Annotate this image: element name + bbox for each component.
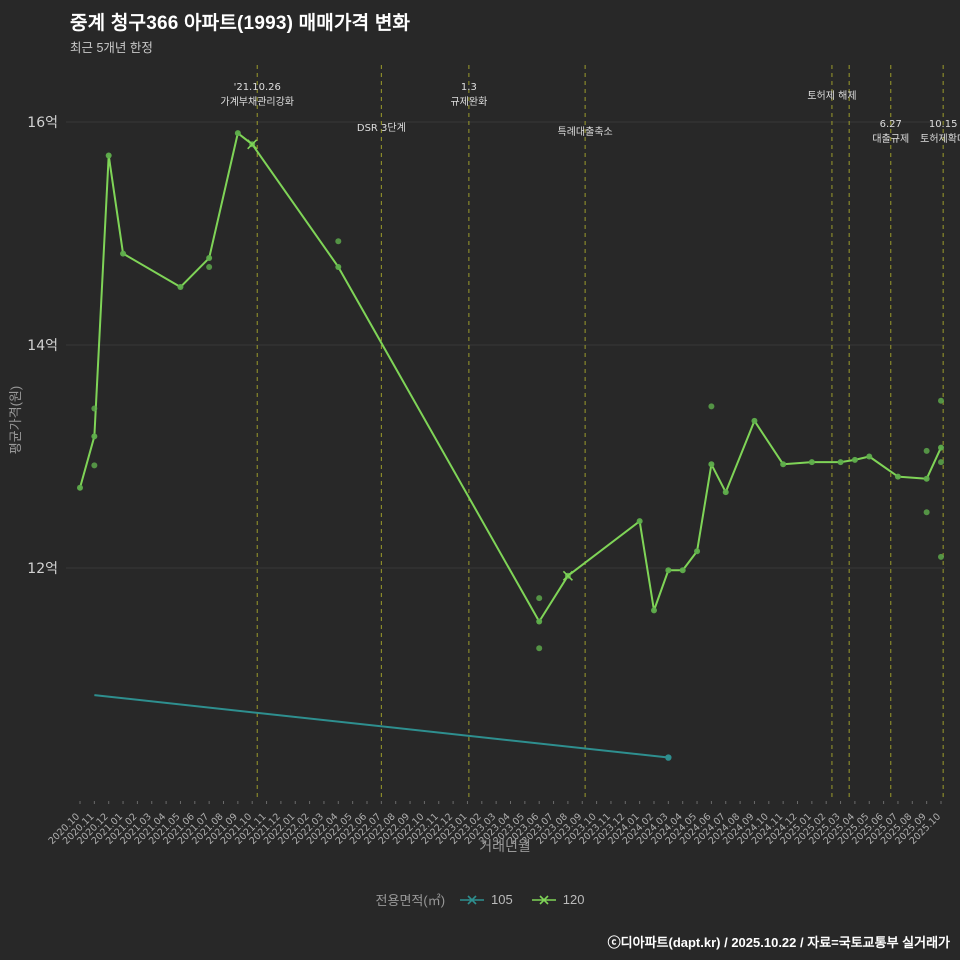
data-point-120 bbox=[923, 475, 930, 482]
data-point-120 bbox=[851, 456, 858, 463]
data-point-120 bbox=[866, 453, 873, 460]
legend: 전용면적(㎡) 105 120 bbox=[0, 890, 960, 909]
data-point-120 bbox=[91, 433, 98, 440]
y-tick-label: 14억 bbox=[27, 338, 58, 354]
event-label: 규제완화 bbox=[450, 96, 487, 108]
event-label: DSR 3단계 bbox=[357, 122, 406, 134]
data-point-120 bbox=[234, 130, 241, 137]
scatter-point-120 bbox=[91, 405, 98, 412]
scatter-point-120 bbox=[708, 403, 715, 410]
x-marker bbox=[562, 570, 573, 581]
data-point-120 bbox=[636, 518, 643, 525]
price-trend-chart: 12억14억16억2020.102020.112020.122021.01202… bbox=[27, 65, 960, 847]
data-point-120 bbox=[120, 250, 127, 257]
x-marker bbox=[247, 139, 258, 150]
event-label: 대출규제 bbox=[872, 133, 909, 145]
legend-entry-120: 120 bbox=[531, 892, 585, 907]
scatter-point-120 bbox=[938, 553, 944, 560]
event-label: 가계부채관리강화 bbox=[220, 96, 294, 108]
legend-entries: 105 120 bbox=[459, 892, 584, 907]
legend-title: 전용면적(㎡) bbox=[375, 893, 446, 908]
event-label: 6.27 bbox=[880, 119, 902, 130]
scatter-point-120 bbox=[91, 462, 98, 469]
data-point-120 bbox=[780, 461, 787, 468]
data-point-120 bbox=[751, 417, 758, 424]
event-label: '21.10.26 bbox=[234, 82, 281, 93]
scatter-point-120 bbox=[536, 595, 543, 602]
data-point-120 bbox=[206, 255, 213, 262]
legend-entry-105: 105 bbox=[459, 892, 513, 907]
event-label: 토허제확대 bbox=[920, 133, 960, 145]
scatter-point-120 bbox=[938, 459, 944, 466]
data-point-120 bbox=[722, 489, 729, 496]
legend-label-105: 105 bbox=[491, 892, 513, 907]
data-point-120 bbox=[808, 459, 815, 466]
y-tick-label: 16억 bbox=[27, 115, 58, 131]
scatter-point-120 bbox=[206, 263, 213, 270]
data-point-105 bbox=[665, 754, 672, 761]
chart-subtitle: 최근 5개년 한정 bbox=[70, 41, 153, 55]
data-point-120 bbox=[77, 484, 83, 491]
legend-marker-105 bbox=[460, 894, 485, 905]
data-point-120 bbox=[665, 567, 672, 574]
x-axis-title: 거래년월 bbox=[479, 838, 531, 854]
data-point-120 bbox=[894, 473, 901, 480]
series-120 bbox=[77, 130, 944, 652]
series-line-105 bbox=[94, 694, 669, 759]
event-label: 10.15 bbox=[929, 119, 958, 130]
scatter-point-120 bbox=[923, 447, 930, 454]
scatter-point-120 bbox=[536, 645, 543, 652]
scatter-point-120 bbox=[335, 238, 342, 245]
series-105 bbox=[94, 694, 672, 761]
data-point-120 bbox=[177, 284, 184, 291]
event-label: 토허제 해제 bbox=[807, 89, 856, 102]
data-point-120 bbox=[536, 618, 543, 625]
data-point-120 bbox=[938, 444, 944, 451]
legend-marker-120 bbox=[531, 894, 556, 905]
y-grid: 12억 14억 16억 bbox=[27, 115, 945, 577]
chart-title: 중계 청구366 아파트(1993) 매매가격 변화 bbox=[70, 13, 411, 34]
event-lines bbox=[256, 65, 944, 800]
event-label: 특례대출축소 bbox=[558, 126, 613, 138]
scatter-point-120 bbox=[923, 509, 930, 516]
event-label: 1.3 bbox=[461, 82, 477, 93]
data-point-120 bbox=[335, 263, 342, 270]
y-axis-title: 평균가격(원) bbox=[8, 385, 23, 455]
data-point-120 bbox=[105, 152, 112, 159]
legend-label-120: 120 bbox=[562, 892, 585, 907]
data-point-120 bbox=[651, 607, 657, 614]
y-tick-label: 12억 bbox=[27, 561, 58, 577]
data-point-120 bbox=[708, 461, 715, 468]
scatter-point-120 bbox=[938, 397, 944, 404]
series-line-120 bbox=[79, 132, 942, 623]
data-point-120 bbox=[837, 459, 844, 466]
copyright-footer: ⓒ디아파트(dapt.kr) / 2025.10.22 / 자료=국토교통부 실… bbox=[607, 935, 950, 950]
data-point-120 bbox=[679, 567, 686, 574]
data-point-120 bbox=[694, 548, 701, 555]
